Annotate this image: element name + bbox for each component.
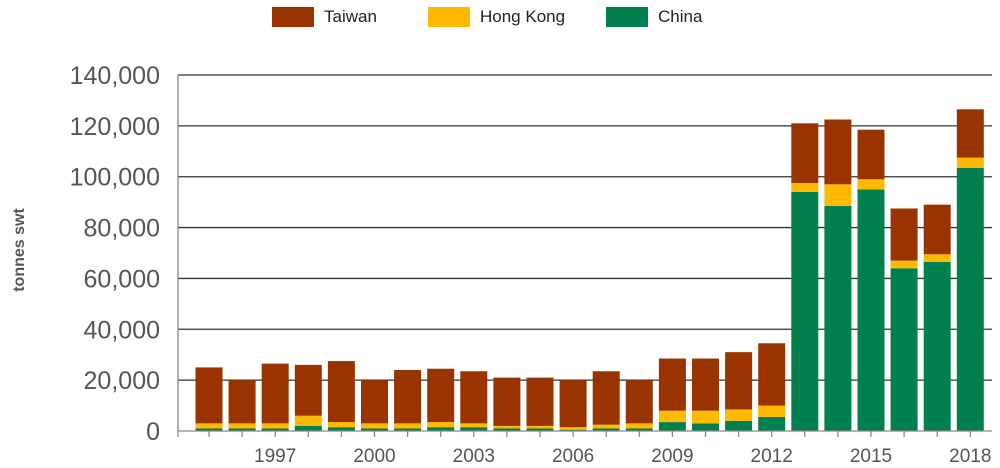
bar-segment <box>361 380 388 424</box>
bar-segment <box>857 179 885 190</box>
x-tick-label: 2018 <box>949 446 991 467</box>
bar-segment <box>493 428 521 431</box>
x-tick-label: 2012 <box>751 446 793 467</box>
bar-segment <box>890 260 918 269</box>
legend-label-china: China <box>658 7 703 26</box>
bar-segment <box>228 428 256 431</box>
bar-segment <box>758 343 786 406</box>
y-tick-label: 120,000 <box>70 113 160 141</box>
y-tick-label: 140,000 <box>70 62 160 90</box>
bar-segment <box>824 119 852 185</box>
bar-segment <box>725 352 753 410</box>
bar-segment <box>460 371 488 424</box>
bar-segment <box>791 183 819 192</box>
bar-segment <box>923 254 951 262</box>
bar-segment <box>394 428 422 431</box>
bar-segment <box>559 427 587 430</box>
bar-segment <box>195 428 223 431</box>
bar-segment <box>427 422 455 428</box>
bar-segment <box>526 377 554 426</box>
bar-segment <box>625 428 653 431</box>
bar-segment <box>857 129 885 180</box>
legend-swatch-taiwan <box>272 7 314 27</box>
bar-segment <box>294 415 322 426</box>
x-tick-label: 2015 <box>850 446 892 467</box>
bar-segment <box>791 191 819 431</box>
bar-segment <box>956 167 984 432</box>
y-tick-label: 100,000 <box>70 164 160 192</box>
bar-segment <box>261 428 289 431</box>
bar-segment <box>493 377 521 426</box>
bar-segment <box>361 423 388 429</box>
legend-swatch-hong-kong <box>428 7 470 27</box>
bar-segment <box>427 427 455 431</box>
bar-segment <box>824 205 852 431</box>
bar-segment <box>559 380 587 428</box>
bar-segment <box>261 363 289 424</box>
bar-segment <box>228 423 256 429</box>
bar-segment <box>725 420 753 431</box>
bar-segment <box>592 428 620 431</box>
bar-segment <box>526 428 554 431</box>
bar-segment <box>294 425 322 431</box>
legend-item-taiwan: Taiwan <box>272 7 377 27</box>
y-tick-label: 40,000 <box>84 316 160 344</box>
y-tick-label: 20,000 <box>84 367 160 395</box>
bar-segment <box>658 422 686 431</box>
bar-segment <box>625 380 653 424</box>
bar-segment <box>758 405 786 418</box>
legend: Taiwan Hong Kong China <box>0 7 1000 33</box>
bar-segment <box>261 423 289 429</box>
bar-segment <box>394 369 422 424</box>
bar-segment <box>890 268 918 431</box>
bar-segment <box>791 123 819 184</box>
bar-segment <box>427 368 455 423</box>
bar-segment <box>625 423 653 429</box>
bar-segment <box>956 157 984 168</box>
bar-segment <box>195 423 223 429</box>
legend-label-hong-kong: Hong Kong <box>480 7 566 26</box>
bar-segment <box>824 184 852 206</box>
bar-segment <box>228 380 256 424</box>
bar-segment <box>294 364 322 416</box>
x-tick-label: 2009 <box>651 446 693 467</box>
y-tick-label: 60,000 <box>84 265 160 293</box>
bar-segment <box>460 427 488 431</box>
bar-segment <box>327 361 355 423</box>
bar-segment <box>526 425 554 429</box>
bar-segment <box>327 427 355 431</box>
bar-segment <box>460 423 488 428</box>
bar-segment <box>493 425 521 429</box>
x-tick-label: 1997 <box>254 446 296 467</box>
legend-swatch-china <box>606 7 648 27</box>
bar-segment <box>592 371 620 425</box>
bar-segment <box>857 189 885 431</box>
bar-segment <box>692 410 719 424</box>
bar-segment <box>658 358 686 411</box>
y-tick-label: 0 <box>146 418 160 446</box>
bar-segment <box>725 409 753 421</box>
bar-segment <box>195 367 223 424</box>
bar-segment <box>890 208 918 261</box>
bar-segment <box>327 422 355 428</box>
bar-segment <box>923 204 951 255</box>
bar-segment <box>758 417 786 431</box>
bar-segment <box>692 423 719 431</box>
x-tick-label: 2006 <box>552 446 594 467</box>
legend-item-china: China <box>606 7 702 27</box>
bar-segment <box>592 424 620 429</box>
bar-segment <box>956 109 984 158</box>
bar-segment <box>923 261 951 431</box>
x-tick-label: 2000 <box>353 446 395 467</box>
bar-segment <box>361 428 388 431</box>
legend-item-hong-kong: Hong Kong <box>428 7 565 27</box>
bar-segment <box>394 423 422 429</box>
x-tick-label: 2003 <box>453 446 495 467</box>
bar-segment <box>658 410 686 423</box>
y-tick-label: 80,000 <box>84 215 160 243</box>
legend-label-taiwan: Taiwan <box>324 7 377 26</box>
bar-segment <box>692 358 719 411</box>
